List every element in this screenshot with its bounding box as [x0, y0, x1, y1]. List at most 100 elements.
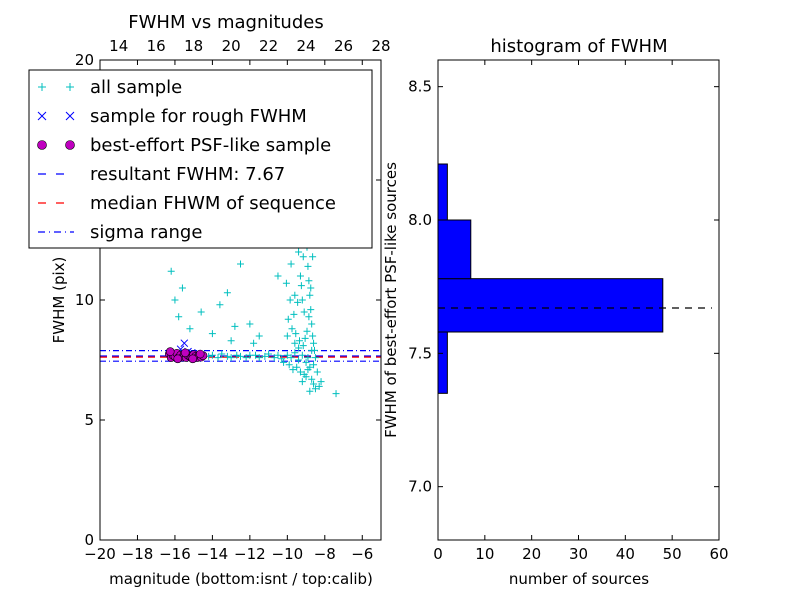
all-sample-point: [214, 354, 222, 362]
legend-label: median FHWM of sequence: [90, 193, 336, 214]
all-sample-point: [297, 282, 305, 290]
all-sample-point: [315, 382, 323, 390]
all-sample-point: [309, 332, 317, 340]
all-sample-point: [298, 296, 306, 304]
all-sample-point: [294, 298, 302, 306]
all-sample-point: [296, 337, 304, 345]
all-sample-point: [295, 344, 303, 352]
histogram-bar: [437, 163, 448, 221]
scatter-y-label: FWHM (pix): [50, 257, 68, 344]
histogram-x-tick-label: 30: [569, 545, 588, 563]
legend-entry: resultant FWHM: 7.67: [38, 164, 285, 185]
histogram-panel: histogram of FWHM 0 10 20 30 40 50 60 7.0 7.5 8.0…: [382, 36, 729, 588]
legend-entry: sample for rough FWHM: [37, 106, 307, 127]
scatter-panel: FWHM vs magnitudes −20 −18 −16 −14 −12 −10 −8−…: [28, 12, 391, 588]
legend-label: sample for rough FWHM: [90, 106, 307, 127]
scatter-top-x-tick-label: 28: [371, 37, 390, 55]
legend-entry: best-effort PSF-like sample: [37, 135, 331, 156]
all-sample-point: [175, 313, 183, 321]
histogram-bar: [437, 278, 664, 333]
all-sample-point: [283, 351, 291, 359]
histogram-x-tick-label: 20: [522, 545, 541, 563]
legend-box: [28, 69, 373, 249]
psf-sample-point: [188, 354, 198, 364]
all-sample-point: [237, 352, 244, 360]
all-sample-point: [291, 339, 299, 347]
all-sample-point: [301, 334, 309, 342]
all-sample-point: [292, 330, 300, 338]
histogram-x-label: number of sources: [509, 570, 649, 588]
all-sample-point: [299, 253, 307, 261]
scatter-y-tick-label: 0: [84, 531, 94, 549]
histogram-y-tick-label: 7.0: [408, 478, 432, 496]
all-sample-point: [282, 279, 290, 287]
legend-x-marker: [37, 111, 47, 121]
scatter-y-tick-label: 10: [75, 291, 94, 309]
all-sample-point: [284, 315, 292, 323]
histogram-x-tick-label: 0: [433, 545, 443, 563]
scatter-x-tick-label: −20: [84, 545, 116, 563]
all-sample-point: [265, 350, 273, 358]
all-sample-point: [291, 291, 299, 299]
all-sample-point: [305, 277, 313, 285]
all-sample-point: [289, 366, 297, 374]
all-sample-point: [186, 325, 194, 333]
legend-plus-marker: [38, 83, 46, 91]
scatter-x-tick-label: −8: [314, 545, 336, 563]
scatter-x-tick-label: −6: [351, 545, 373, 563]
histogram-title: histogram of FWHM: [490, 36, 667, 57]
all-sample-point: [171, 296, 179, 304]
all-sample-point: [223, 352, 231, 360]
scatter-y-tick-label: 5: [84, 411, 94, 429]
scatter-top-x-tick-label: 22: [259, 37, 278, 55]
all-sample-point: [296, 272, 304, 280]
all-sample-point: [283, 332, 291, 340]
all-sample-point: [231, 322, 239, 330]
scatter-x-tick-label: −12: [234, 545, 266, 563]
all-sample-point: [261, 352, 269, 360]
all-sample-point: [302, 358, 310, 366]
all-sample-point: [287, 260, 295, 268]
legend-entry: all sample: [38, 77, 182, 98]
scatter-top-x-tick-label: 24: [297, 37, 316, 55]
histogram-bar: [437, 219, 472, 280]
psf-sample-point: [195, 349, 205, 359]
histogram-y-tick-label: 8.0: [408, 211, 432, 229]
histogram-x-tick-label: 10: [475, 545, 494, 563]
legend-label: best-effort PSF-like sample: [90, 135, 331, 156]
legend-label: all sample: [90, 77, 182, 98]
all-sample-point: [304, 262, 312, 270]
all-sample-point: [216, 301, 224, 309]
all-sample-point: [291, 349, 299, 357]
all-sample-point: [280, 358, 288, 366]
all-sample-point: [242, 354, 250, 362]
all-sample-point: [304, 366, 312, 374]
all-sample-point: [288, 325, 296, 333]
legend-entry: median FHWM of sequence: [38, 193, 336, 214]
all-sample-point: [178, 284, 186, 292]
histogram-y-label: FWHM of best-effort PSF-like sources: [382, 162, 400, 438]
all-sample-point: [296, 368, 304, 376]
all-sample-point: [304, 354, 312, 362]
all-sample-point: [306, 387, 314, 395]
all-sample-point: [306, 291, 314, 299]
scatter-x-tick-label: −14: [197, 545, 229, 563]
psf-sample-point: [165, 347, 175, 356]
all-sample-point: [307, 284, 315, 292]
histogram-y-tick-label: 8.5: [408, 78, 432, 96]
all-sample-point: [300, 308, 308, 316]
all-sample-point: [332, 390, 340, 398]
all-sample-point: [218, 350, 226, 358]
scatter-top-x-tick-label: 16: [147, 37, 166, 55]
all-sample-point: [274, 272, 282, 280]
all-sample-point: [255, 354, 263, 362]
histogram-x-tick-label: 40: [616, 545, 635, 563]
all-sample-point: [317, 378, 325, 386]
all-sample-point: [310, 380, 318, 388]
all-sample-point: [167, 267, 175, 275]
legend-label: resultant FWHM: 7.67: [90, 164, 285, 185]
all-sample-point: [311, 385, 319, 393]
all-sample-point: [285, 361, 293, 369]
all-sample-point: [270, 354, 278, 362]
